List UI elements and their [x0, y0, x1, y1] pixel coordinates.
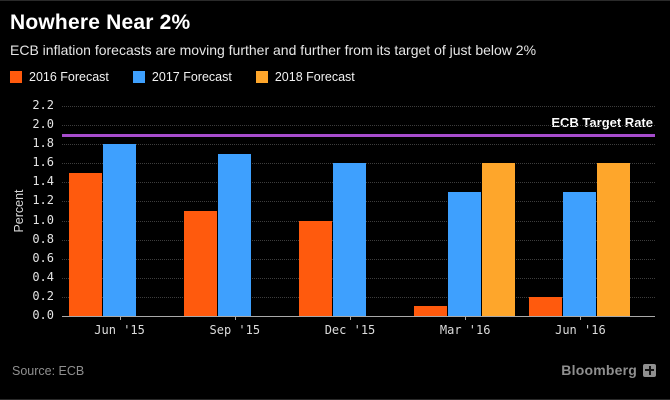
bar-2017-forecast — [448, 191, 482, 316]
x-axis-tick — [465, 316, 467, 320]
x-tick-label: Mar '16 — [439, 323, 491, 337]
target-rate-line — [62, 133, 655, 137]
y-tick-label: 0.0 — [32, 308, 54, 322]
y-tick-label: 1.8 — [32, 136, 54, 151]
x-axis-tick — [350, 316, 351, 320]
chart-title: Nowhere Near 2% — [10, 11, 191, 34]
source-credit: Source: ECB — [12, 364, 85, 378]
legend-item-2018-forecast: 2018 Forecast — [255, 70, 355, 84]
bar-2016-forecast — [68, 172, 102, 316]
x-tick-label: Sep '15 — [209, 323, 261, 337]
bar-2018-forecast — [482, 163, 516, 316]
bar-2017-forecast — [102, 144, 136, 316]
bar-2017-forecast — [333, 163, 366, 316]
legend-label-2017: 2017 Forecast — [151, 70, 232, 84]
gridline — [62, 125, 655, 127]
plot-area: ECB Target Rate 0.0 0.2 0.4 0.6 0.8 1.0 1.2 1.4… — [32, 98, 655, 337]
bar-2016-forecast — [299, 220, 332, 316]
y-tick-label: 0.4 — [32, 269, 54, 284]
bar-2017-forecast — [563, 191, 597, 316]
y-tick-label: 1.6 — [32, 155, 54, 170]
chart-subtitle: ECB inflation forecasts are moving furth… — [10, 42, 537, 58]
legend-label-2016: 2016 Forecast — [29, 70, 109, 84]
bar-2016-forecast — [414, 306, 448, 316]
y-tick-label: 0.6 — [32, 250, 54, 265]
y-tick-label: 1.2 — [32, 193, 54, 208]
legend-label-2018: 2018 Forecast — [274, 70, 355, 84]
bar-2017-forecast — [217, 153, 251, 316]
x-tick-label: Dec '15 — [324, 323, 376, 337]
bar-2016-forecast — [529, 296, 563, 316]
brand-name: Bloomberg — [561, 362, 637, 378]
brand-mark: Bloomberg — [561, 362, 656, 378]
bar-2018-forecast — [597, 163, 631, 316]
x-tick-label: Jun '16 — [555, 323, 606, 337]
y-tick-label: 1.4 — [32, 174, 54, 189]
legend-item-2017-forecast: 2017 Forecast — [132, 70, 232, 84]
legend: 2016 Forecast 2017 Forecast 2018 Forecas… — [10, 70, 355, 84]
x-axis-tick — [119, 316, 121, 320]
y-tick-label: 2.0 — [32, 117, 54, 132]
x-axis-tick — [234, 316, 236, 320]
y-tick-label: 0.8 — [32, 231, 54, 246]
legend-item-2016-forecast: 2016 Forecast — [10, 70, 109, 84]
y-tick-label: 0.2 — [32, 288, 54, 303]
legend-swatch-2016-icon — [10, 71, 22, 83]
legend-swatch-2018-icon — [255, 71, 268, 83]
legend-swatch-2017-icon — [132, 71, 145, 83]
x-tick-label: Jun '15 — [94, 323, 145, 337]
y-tick-label: 1.0 — [32, 212, 54, 227]
bar-2016-forecast — [183, 211, 217, 316]
bloomberg-logo-icon — [643, 363, 656, 377]
y-tick-label: 2.2 — [32, 98, 54, 112]
gridline — [62, 106, 655, 107]
x-axis-tick — [580, 316, 582, 320]
gridline — [62, 144, 655, 146]
target-rate-label: ECB Target Rate — [551, 114, 653, 130]
